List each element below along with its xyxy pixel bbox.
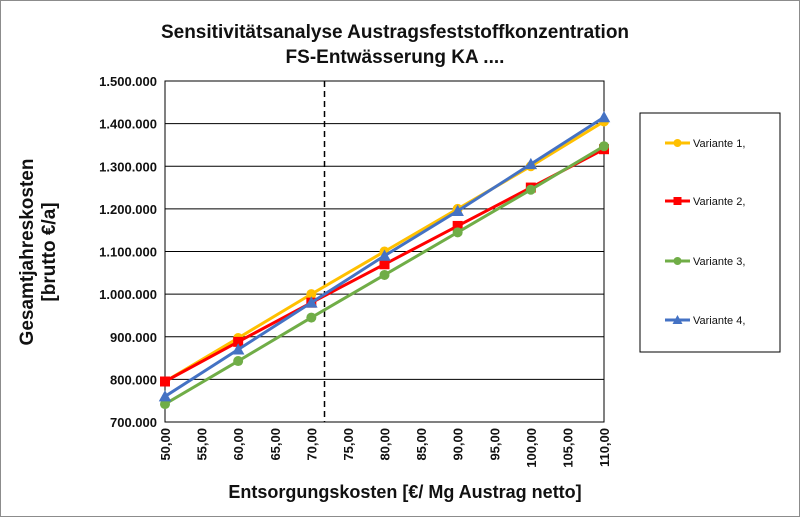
y-tick-label: 1.200.000 [99,202,157,217]
data-point [599,141,609,152]
data-point [452,227,463,238]
y-tick-label: 1.400.000 [99,117,157,132]
series-3 [160,141,609,410]
legend: Variante 1, Variante 2, Variante 3, Variant… [639,112,781,353]
x-axis-label: Entsorgungskosten [€/ Mg Austrag netto] [228,482,581,502]
x-tick-label: 75,00 [341,428,356,461]
data-point [160,376,170,387]
y-tick-label: 800.000 [110,372,157,387]
x-tick-label: 65,00 [268,428,283,461]
x-tick-label: 50,00 [158,428,173,461]
data-point [597,110,611,123]
x-tick-label: 90,00 [451,428,466,461]
data-point [525,184,536,195]
y-tick-label: 1.100.000 [99,245,157,260]
data-point [158,390,172,402]
data-point [231,343,245,355]
legend-item: Variante 1, [665,138,745,150]
x-tick-label: 55,00 [195,428,210,461]
data-point [451,204,464,217]
y-tick-label: 700.000 [110,415,157,430]
x-tick-labels: 50,00 55,00 60,00 65,00 70,00 75,00 80,00 85,00… [158,428,612,468]
legend-label: Variante 2, [693,196,745,208]
legend-label: Variante 4, [693,315,745,327]
x-tick-label: 95,00 [487,428,502,461]
data-point [160,399,170,410]
data-point [233,336,244,347]
data-point [305,296,318,308]
legend-item: Variante 4, [665,315,745,327]
legend-label: Variante 1, [693,138,745,150]
series-4 [158,110,611,402]
chart-subtitle: FS-Entwässerung KA .... [286,47,505,68]
y-tick-label: 1.000.000 [99,287,157,302]
y-axis-label-line1: Gesamtjahreskosten [17,159,38,346]
legend-marker [673,257,682,265]
data-series [158,110,611,410]
y-axis-label: Gesamtjahreskosten [brutto €/a] [17,159,60,346]
data-point [524,157,538,170]
legend-item: Variante 3, [665,256,745,268]
data-point [233,356,244,367]
chart-title: Sensitivitätsanalyse Austragsfeststoffko… [161,22,629,43]
legend-label: Variante 3, [693,256,745,268]
legend-items: Variante 1, Variante 2, Variante 3, Variant… [665,138,745,327]
data-point [379,259,390,270]
x-tick-label: 60,00 [231,428,246,461]
legend-marker [673,139,682,147]
legend-marker [672,315,683,324]
x-tick-label: 70,00 [304,428,319,461]
x-tick-label: 80,00 [378,428,393,461]
legend-marker [673,197,682,205]
x-tick-label: 100,00 [524,428,539,468]
y-tick-labels: 700.000 800.000 900.000 1.000.000 1.100.000 1… [99,74,157,430]
plot-area-frame [164,80,605,423]
y-axis-label-line2: [brutto €/a] [39,202,60,301]
y-tick-label: 1.500.000 [99,74,157,89]
legend-box [639,112,781,353]
y-tick-label: 1.300.000 [99,159,157,174]
x-tick-label: 105,00 [560,428,575,468]
data-point [379,269,390,280]
data-point [378,249,391,261]
x-tick-label: 85,00 [414,428,429,461]
y-tick-label: 900.000 [110,330,157,345]
legend-item: Variante 2, [665,196,745,208]
data-point [452,220,463,231]
data-point [306,312,317,323]
data-point [306,289,317,300]
x-tick-label: 110,00 [597,428,612,467]
